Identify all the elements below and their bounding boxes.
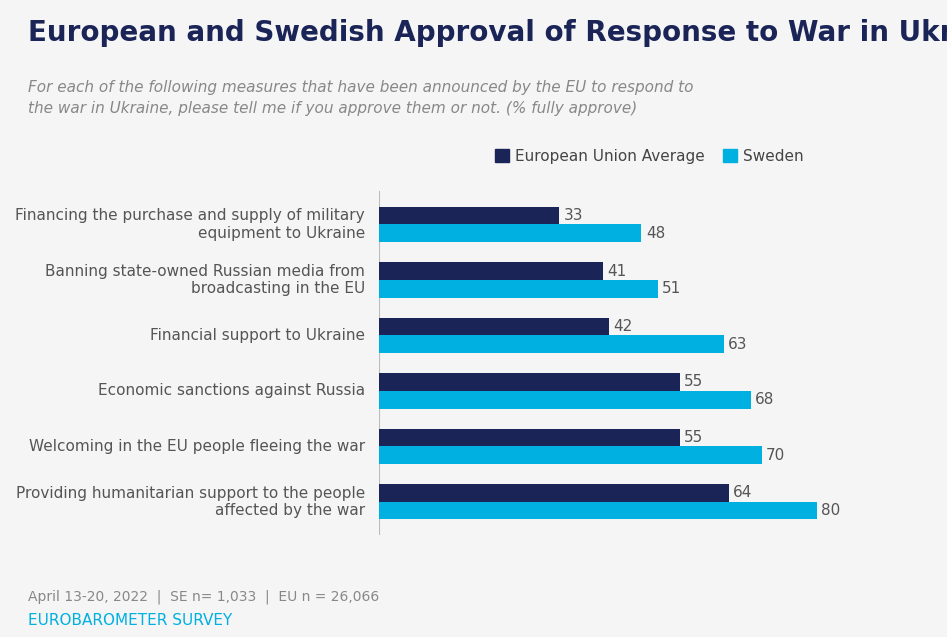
Text: 70: 70 (766, 448, 785, 462)
Bar (379, 391, 751, 408)
Bar (379, 484, 729, 502)
Legend: European Union Average, Sweden: European Union Average, Sweden (490, 143, 810, 169)
Bar (379, 318, 609, 335)
Text: 51: 51 (662, 282, 682, 296)
Bar (379, 335, 724, 353)
Bar (379, 502, 816, 519)
Text: 63: 63 (728, 337, 747, 352)
Bar (379, 262, 603, 280)
Text: 41: 41 (608, 264, 627, 278)
Bar (379, 429, 680, 447)
Text: 68: 68 (756, 392, 775, 407)
Text: For each of the following measures that have been announced by the EU to respond: For each of the following measures that … (28, 80, 694, 116)
Text: 64: 64 (733, 485, 753, 500)
Bar (379, 373, 680, 391)
Text: 80: 80 (821, 503, 840, 518)
Text: 55: 55 (684, 375, 704, 389)
Bar (379, 447, 761, 464)
Text: 33: 33 (563, 208, 583, 223)
Bar (379, 207, 560, 224)
Text: April 13-20, 2022  |  SE n= 1,033  |  EU n = 26,066: April 13-20, 2022 | SE n= 1,033 | EU n =… (28, 589, 380, 604)
Text: European and Swedish Approval of Response to War in Ukraine: European and Swedish Approval of Respons… (28, 19, 947, 47)
Text: 55: 55 (684, 430, 704, 445)
Bar (379, 280, 658, 297)
Bar (379, 224, 641, 242)
Text: 42: 42 (613, 319, 633, 334)
Text: 48: 48 (646, 226, 665, 241)
Text: EUROBAROMETER SURVEY: EUROBAROMETER SURVEY (28, 613, 233, 628)
